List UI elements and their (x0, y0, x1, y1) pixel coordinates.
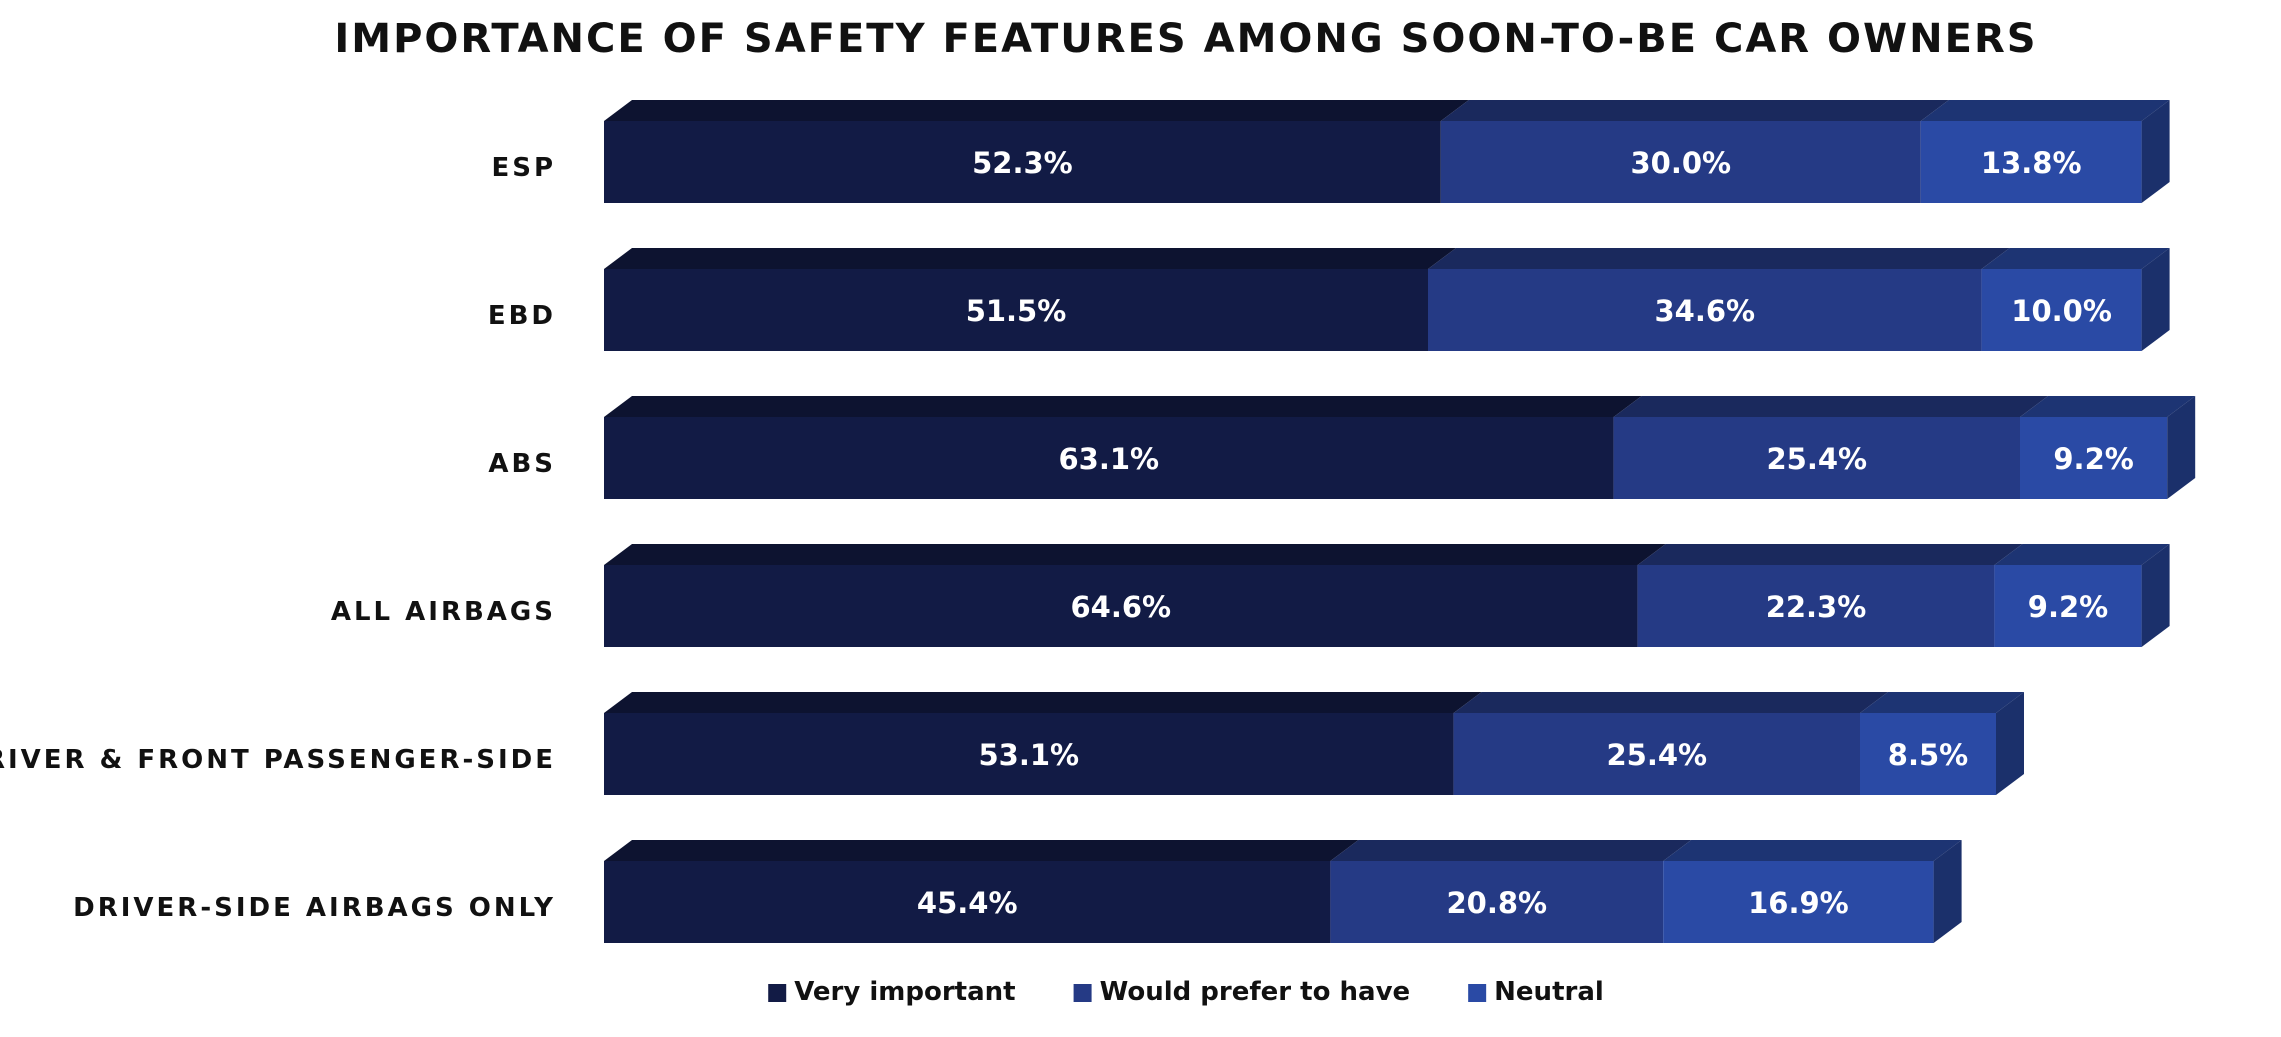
data-label: 22.3% (1766, 590, 1867, 624)
data-label: 53.1% (978, 738, 1079, 772)
legend: Very important Would prefer to have Neutra… (768, 977, 1604, 1007)
bar-top-face (1440, 100, 1949, 121)
bar-group: EBD 51.5% 34.6% 10.0% (488, 248, 2170, 351)
bar-top-face (1637, 544, 2023, 565)
bar-segment (604, 861, 1331, 943)
bar-segment (1920, 121, 2142, 203)
bar-top-face (1663, 840, 1962, 861)
bar-top-face (604, 100, 1469, 121)
bar-top-face (1428, 248, 2010, 269)
bar-group: ESP 52.3% 30.0% 13.8% (491, 100, 2170, 203)
legend-label: Neutral (1494, 977, 1604, 1007)
bar-segment (1428, 269, 1982, 351)
legend-label: Very important (794, 977, 1015, 1007)
bar-segment (1994, 565, 2142, 647)
data-label: 64.6% (1070, 590, 1171, 624)
data-label: 8.5% (1888, 738, 1968, 772)
bar-top-face (604, 544, 1666, 565)
bar-segment (1860, 713, 1996, 795)
category-label: ESP (491, 153, 556, 183)
data-label: 25.4% (1606, 738, 1707, 772)
bar-side-face (1996, 692, 2024, 795)
bar-top-face (604, 248, 1456, 269)
bar-segment (1440, 121, 1921, 203)
bar-top-face (604, 396, 1642, 417)
data-label: 63.1% (1058, 442, 1159, 476)
data-label: 34.6% (1654, 294, 1755, 328)
bar-group: DRIVER & FRONT PASSENGER-SIDE 53.1% 25.4% 8… (0, 692, 2024, 795)
legend-swatch (1073, 984, 1092, 1002)
bar-top-face (1453, 692, 1888, 713)
bar-group: ABS 63.1% 25.4% 9.2% (488, 396, 2196, 499)
data-label: 30.0% (1630, 146, 1731, 180)
bar-side-face (2141, 100, 2170, 203)
bar-segment (1453, 713, 1860, 795)
legend-item: Very important (768, 977, 1016, 1007)
bar-side-face (2167, 396, 2196, 499)
category-label: ALL AIRBAGS (331, 597, 556, 627)
bar-group: ALL AIRBAGS 64.6% 22.3% 9.2% (331, 544, 2170, 647)
bar-segment (1330, 861, 1664, 943)
data-label: 25.4% (1766, 442, 1867, 476)
bar-segment (604, 713, 1454, 795)
bar-side-face (2141, 248, 2170, 351)
bar-segment (604, 269, 1428, 351)
bar-top-face (1613, 396, 2048, 417)
legend-swatch (768, 984, 787, 1002)
bar-side-face (2141, 544, 2170, 647)
data-label: 45.4% (917, 886, 1018, 920)
bar-top-face (2020, 396, 2196, 417)
bar-segment (2020, 417, 2168, 499)
data-label: 16.9% (1748, 886, 1849, 920)
bar-segment (604, 121, 1441, 203)
legend-item: Neutral (1468, 977, 1604, 1007)
data-label: 9.2% (2053, 442, 2133, 476)
bar-top-face (1860, 692, 2024, 713)
bar-top-face (1994, 544, 2170, 565)
bar-top-face (1330, 840, 1692, 861)
chart-title: IMPORTANCE OF SAFETY FEATURES AMONG SOON… (334, 16, 2037, 62)
category-label: EBD (488, 301, 556, 331)
bar-segment (1663, 861, 1934, 943)
bar-top-face (1920, 100, 2170, 121)
legend-item: Would prefer to have (1073, 977, 1411, 1007)
category-label: ABS (488, 449, 556, 479)
bar-top-face (1981, 248, 2170, 269)
data-label: 20.8% (1446, 886, 1547, 920)
legend-swatch (1468, 984, 1487, 1002)
category-label: DRIVER & FRONT PASSENGER-SIDE (0, 745, 556, 775)
bars-layer: ESP 52.3% 30.0% 13.8% EBD 51.5% 34.6% 10.0% ABS 6… (0, 100, 2196, 943)
bar-segment (1981, 269, 2142, 351)
data-label: 13.8% (1981, 146, 2082, 180)
bar-top-face (604, 692, 1482, 713)
legend-label: Would prefer to have (1100, 977, 1411, 1007)
data-label: 9.2% (2028, 590, 2108, 624)
bar-segment (1613, 417, 2020, 499)
bar-segment (604, 565, 1638, 647)
bar-segment (1637, 565, 1995, 647)
bar-segment (604, 417, 1614, 499)
data-label: 52.3% (972, 146, 1073, 180)
category-label: DRIVER-SIDE AIRBAGS ONLY (73, 893, 556, 923)
bar-top-face (604, 840, 1359, 861)
bar-group: DRIVER-SIDE AIRBAGS ONLY 45.4% 20.8% 16.9% (73, 840, 1962, 943)
bar-side-face (1933, 840, 1962, 943)
data-label: 51.5% (966, 294, 1067, 328)
data-label: 10.0% (2011, 294, 2112, 328)
